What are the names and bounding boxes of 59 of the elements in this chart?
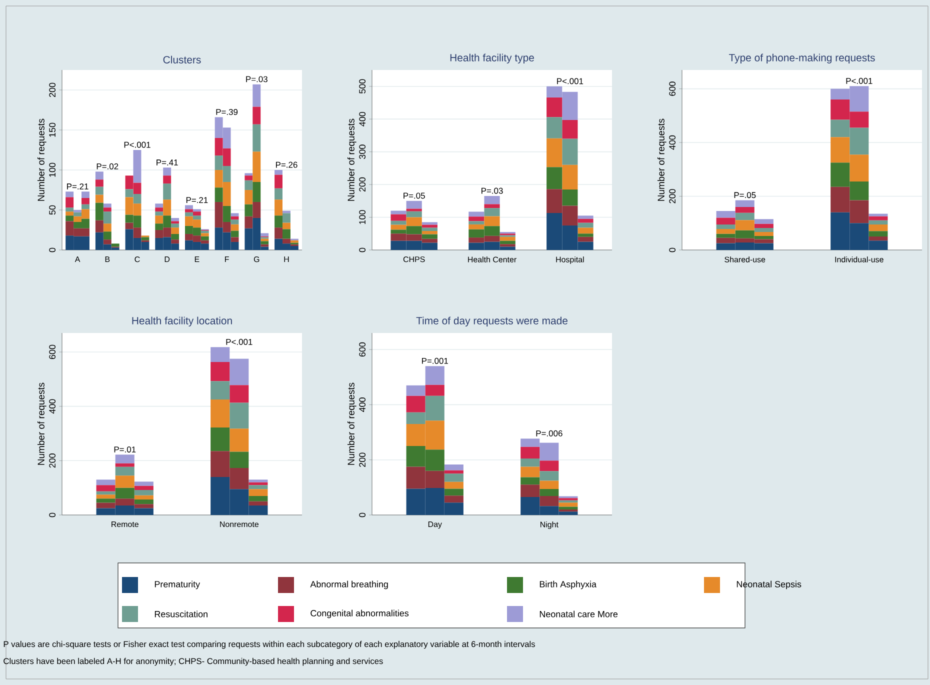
- y-tick-label: 600: [359, 342, 366, 357]
- annotation: P=.001: [422, 358, 448, 364]
- annotation: P=.26: [276, 162, 298, 168]
- annotation: P<.001: [226, 338, 252, 345]
- text: Clusters have been labeled A-H for anonymity; CHPS- Community-based health planning and services: [4, 658, 383, 666]
- legend-label: Neonatal care More: [540, 610, 618, 618]
- annotation: P=.21: [186, 197, 208, 203]
- annotation: P=.02: [96, 163, 118, 170]
- annotation: P<.001: [557, 78, 584, 84]
- y-tick-label: 200: [49, 82, 56, 98]
- legend-label: Abnormal breathing: [310, 580, 388, 590]
- y-tick-label: 600: [49, 344, 56, 360]
- annotation: P=.006: [536, 430, 562, 436]
- y-axis-title: Number of requests: [347, 382, 356, 465]
- y-tick-label: 500: [359, 79, 366, 94]
- y-tick-label: 200: [359, 177, 366, 192]
- y-tick-label: 200: [669, 189, 676, 204]
- annotation: P=.41: [156, 160, 178, 166]
- annotation: P=.03: [246, 76, 268, 82]
- y-tick-label: 0: [359, 248, 366, 252]
- y-tick-label: 400: [359, 398, 366, 412]
- annotation: P=.21: [67, 183, 88, 190]
- legend-label: Birth Asphyxia: [540, 580, 596, 590]
- chart-title: Time of day requests were made: [416, 316, 568, 326]
- y-tick-label: 400: [669, 135, 676, 150]
- y-tick-label: 0: [49, 248, 56, 252]
- chart-title: Type of phone-making requests: [728, 54, 875, 64]
- y-tick-label: 0: [49, 512, 56, 518]
- legend-label: Prematurity: [154, 580, 200, 590]
- chart-title: Clusters: [163, 56, 201, 64]
- y-tick-label: 300: [359, 144, 366, 159]
- chart-title: Health facility location: [132, 316, 232, 326]
- y-tick-label: 200: [359, 452, 366, 467]
- chart-title: Health facility type: [450, 54, 534, 64]
- legend-label: Resuscitation: [154, 610, 208, 618]
- y-axis-title: Number of requests: [657, 118, 666, 201]
- y-tick-label: 0: [669, 248, 676, 252]
- annotation: P=.05: [734, 192, 756, 198]
- legend-label: Neonatal Sepsis: [736, 580, 802, 590]
- y-tick-label: 0: [359, 512, 366, 518]
- legend-label: Congenital abnormalities: [310, 610, 409, 618]
- annotation: P<.001: [846, 78, 872, 84]
- y-tick-label: 200: [49, 454, 56, 468]
- y-axis-title: Number of requests: [347, 118, 356, 201]
- y-axis-title: Number of requests: [37, 382, 46, 465]
- annotation: P<.001: [124, 142, 150, 148]
- y-tick-label: 600: [669, 82, 676, 96]
- y-tick-label: 100: [359, 210, 366, 224]
- text: P values are chi-square tests or Fisher exact test comparing requests within each subcategory of each explanatory variable at 6-month intervals: [4, 640, 535, 649]
- y-tick-label: 150: [49, 122, 56, 137]
- annotation: P=.01: [114, 446, 136, 452]
- annotation: P=.39: [216, 109, 238, 115]
- y-tick-label: 400: [49, 399, 56, 414]
- y-axis-title: Number of requests: [37, 118, 46, 201]
- annotation: P=.03: [482, 188, 503, 194]
- y-tick-label: 50: [49, 205, 56, 215]
- y-tick-label: 100: [49, 162, 56, 177]
- annotation: P=.05: [404, 192, 425, 199]
- y-tick-label: 400: [359, 112, 366, 126]
